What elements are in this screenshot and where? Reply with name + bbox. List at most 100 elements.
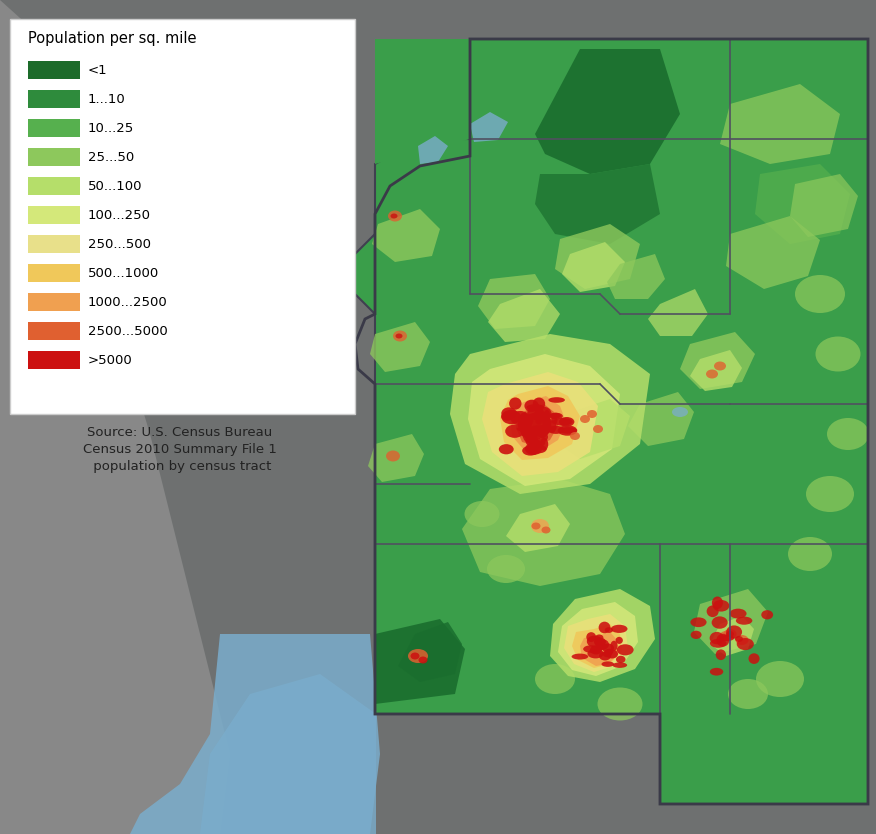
Ellipse shape (526, 435, 538, 447)
Polygon shape (510, 396, 566, 450)
Polygon shape (555, 224, 640, 289)
Ellipse shape (532, 522, 540, 530)
Ellipse shape (525, 443, 542, 455)
Polygon shape (580, 632, 618, 666)
Text: 25...50: 25...50 (88, 150, 134, 163)
Ellipse shape (593, 425, 603, 433)
Polygon shape (500, 386, 580, 460)
Text: Source: U.S. Census Bureau
Census 2010 Summary File 1
 population by census trac: Source: U.S. Census Bureau Census 2010 S… (83, 426, 277, 473)
Polygon shape (130, 634, 380, 834)
Ellipse shape (540, 438, 548, 450)
Ellipse shape (535, 425, 548, 437)
Ellipse shape (690, 631, 702, 639)
Ellipse shape (736, 635, 748, 645)
Polygon shape (558, 399, 630, 459)
Ellipse shape (522, 416, 533, 425)
Bar (28, 177, 80, 195)
Polygon shape (355, 39, 868, 804)
Ellipse shape (735, 636, 743, 642)
Polygon shape (535, 164, 660, 244)
Ellipse shape (464, 501, 499, 527)
Polygon shape (790, 174, 858, 237)
Ellipse shape (756, 661, 804, 697)
Polygon shape (375, 39, 470, 164)
Ellipse shape (517, 426, 535, 432)
Ellipse shape (571, 654, 589, 660)
Ellipse shape (408, 649, 428, 663)
Polygon shape (450, 334, 650, 494)
Ellipse shape (716, 650, 726, 660)
Ellipse shape (525, 399, 539, 412)
Ellipse shape (527, 431, 537, 440)
Ellipse shape (710, 632, 724, 645)
Ellipse shape (549, 413, 561, 419)
Polygon shape (755, 164, 850, 244)
Ellipse shape (728, 679, 768, 709)
Ellipse shape (509, 398, 521, 409)
Bar (28, 322, 80, 340)
Ellipse shape (587, 636, 602, 647)
Ellipse shape (806, 476, 854, 512)
Ellipse shape (707, 605, 718, 617)
Polygon shape (462, 479, 625, 586)
Ellipse shape (548, 420, 556, 433)
Ellipse shape (596, 640, 609, 650)
Polygon shape (690, 350, 742, 391)
Polygon shape (694, 589, 768, 654)
Text: 50...100: 50...100 (88, 179, 143, 193)
Ellipse shape (523, 429, 537, 443)
Polygon shape (564, 614, 628, 672)
Ellipse shape (599, 651, 611, 661)
Ellipse shape (795, 275, 845, 313)
Text: <1: <1 (88, 63, 108, 77)
Polygon shape (572, 624, 622, 668)
Ellipse shape (559, 417, 575, 427)
Text: 2500...5000: 2500...5000 (88, 324, 167, 338)
Ellipse shape (713, 600, 730, 611)
Polygon shape (368, 434, 424, 482)
Ellipse shape (526, 404, 544, 410)
Polygon shape (516, 404, 558, 446)
Ellipse shape (726, 631, 734, 637)
Ellipse shape (548, 426, 564, 434)
Ellipse shape (616, 637, 623, 644)
Ellipse shape (535, 664, 575, 694)
Ellipse shape (548, 397, 565, 403)
Ellipse shape (528, 445, 547, 454)
Ellipse shape (393, 330, 407, 341)
Polygon shape (418, 136, 448, 164)
Ellipse shape (611, 625, 627, 633)
Ellipse shape (411, 652, 420, 660)
Ellipse shape (595, 635, 604, 641)
Ellipse shape (737, 638, 754, 651)
Ellipse shape (519, 413, 528, 421)
Polygon shape (562, 242, 625, 292)
Ellipse shape (518, 419, 527, 429)
Ellipse shape (501, 407, 517, 420)
Ellipse shape (710, 639, 726, 648)
Polygon shape (468, 354, 620, 486)
Text: 100...250: 100...250 (88, 208, 151, 222)
Polygon shape (607, 254, 665, 299)
Ellipse shape (712, 596, 723, 609)
Polygon shape (0, 0, 230, 834)
Ellipse shape (535, 416, 542, 425)
Polygon shape (726, 216, 820, 289)
Bar (10, 19, 355, 414)
Polygon shape (506, 504, 570, 552)
Polygon shape (628, 392, 694, 446)
Ellipse shape (501, 409, 521, 425)
Ellipse shape (761, 610, 774, 620)
Polygon shape (478, 274, 550, 329)
Ellipse shape (617, 644, 633, 656)
Ellipse shape (419, 656, 427, 664)
Text: Population per sq. mile: Population per sq. mile (28, 31, 196, 46)
Ellipse shape (726, 626, 742, 639)
Polygon shape (470, 112, 508, 142)
Ellipse shape (706, 369, 718, 379)
Ellipse shape (583, 646, 599, 653)
Ellipse shape (616, 656, 625, 663)
Ellipse shape (603, 651, 611, 657)
Ellipse shape (553, 418, 573, 425)
Ellipse shape (611, 641, 618, 651)
